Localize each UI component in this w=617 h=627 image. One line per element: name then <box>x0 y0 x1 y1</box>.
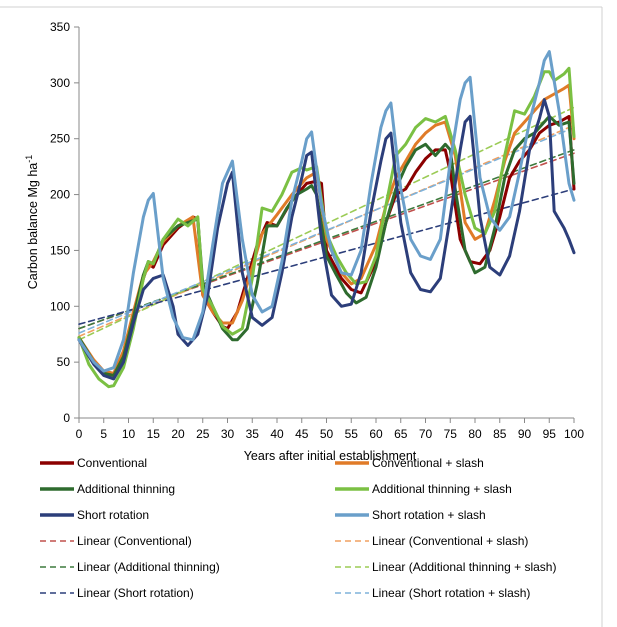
x-tick-label: 70 <box>419 427 433 441</box>
legend-label: Conventional <box>77 456 147 470</box>
x-tick-label: 45 <box>295 427 309 441</box>
legend-label: Additional thinning + slash <box>372 482 512 496</box>
y-tick-label: 300 <box>50 76 70 90</box>
x-tick-label: 85 <box>493 427 507 441</box>
legend-label: Linear (Additional thinning + slash) <box>372 560 556 574</box>
series-line <box>77 50 576 373</box>
x-tick-label: 90 <box>518 427 532 441</box>
x-axis-title: Years after initial establishment <box>244 449 417 463</box>
legend-label: Linear (Short rotation) <box>77 586 194 600</box>
y-tick-label: 100 <box>50 299 70 313</box>
y-axis-title: Carbon balance Mg ha-1 <box>24 155 40 290</box>
x-tick-label: 80 <box>468 427 482 441</box>
x-tick-label: 50 <box>320 427 334 441</box>
y-tick-label: 350 <box>50 20 70 34</box>
legend-label: Conventional + slash <box>372 456 484 470</box>
x-tick-label: 30 <box>221 427 235 441</box>
x-tick-label: 0 <box>76 427 83 441</box>
y-tick-label: 150 <box>50 243 70 257</box>
series-line <box>77 98 576 381</box>
x-tick-label: 40 <box>270 427 284 441</box>
legend-label: Linear (Conventional) <box>77 534 192 548</box>
legend-label: Short rotation + slash <box>372 508 486 522</box>
x-tick-label: 55 <box>345 427 359 441</box>
plot-area: 0 50 100 150 200 250 300 350 0 5 10 15 20 25 30 35 40 45 5… <box>50 20 584 441</box>
y-tick-label: 250 <box>50 132 70 146</box>
x-tick-label: 15 <box>147 427 161 441</box>
x-tick-label: 20 <box>171 427 185 441</box>
legend-label: Linear (Conventional + slash) <box>372 534 528 548</box>
series-line <box>78 126 575 334</box>
y-tick-label: 50 <box>57 355 71 369</box>
x-tick-label: 65 <box>394 427 408 441</box>
x-tick-label: 75 <box>444 427 458 441</box>
legend: Conventional Conventional + slash Addition… <box>40 456 556 600</box>
x-tick-label: 35 <box>246 427 260 441</box>
y-tick-label: 0 <box>63 411 70 425</box>
x-tick-label: 5 <box>100 427 107 441</box>
x-tick-label: 25 <box>196 427 210 441</box>
legend-label: Short rotation <box>77 508 149 522</box>
x-tick-label: 95 <box>543 427 557 441</box>
legend-label: Additional thinning <box>77 482 175 496</box>
x-tick-label: 100 <box>564 427 584 441</box>
legend-label: Linear (Short rotation + slash) <box>372 586 530 600</box>
x-tick-label: 10 <box>122 427 136 441</box>
y-tick-label: 200 <box>50 188 70 202</box>
x-tick-label: 60 <box>369 427 383 441</box>
legend-label: Linear (Additional thinning) <box>77 560 220 574</box>
